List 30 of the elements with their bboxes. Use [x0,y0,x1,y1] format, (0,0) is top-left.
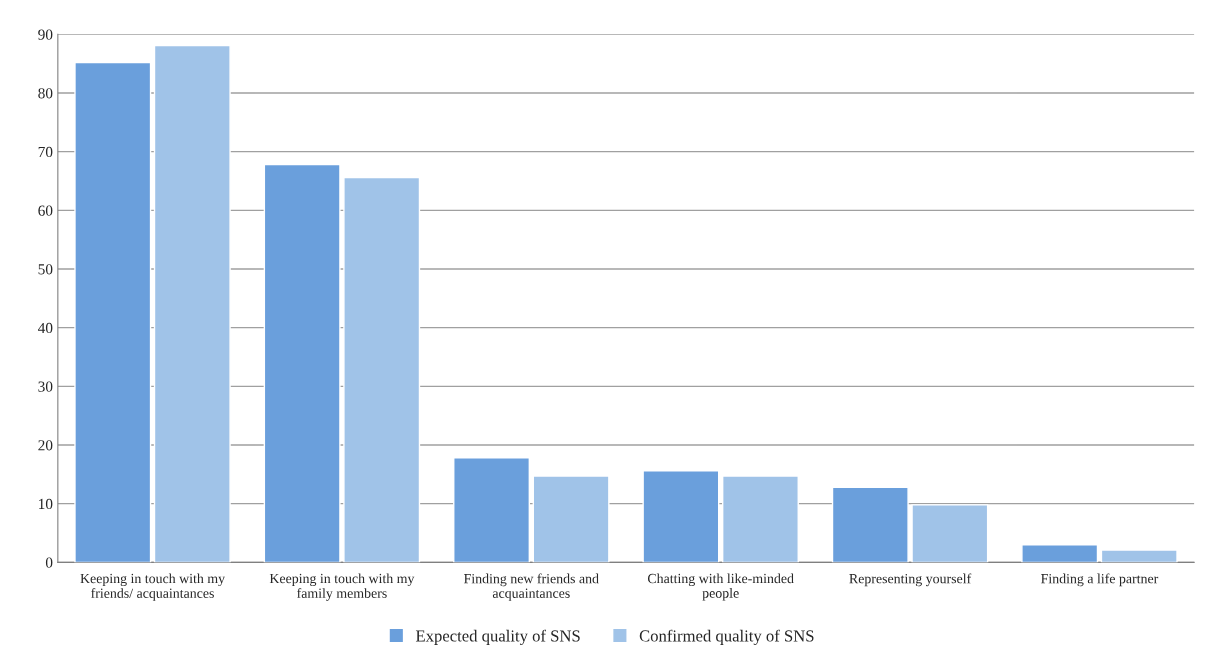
x-tick-label: Chatting with like-minded people [647,573,794,601]
x-tick-label: Keeping in touch with my friends/ acquaintances [80,573,225,601]
bar [343,176,421,563]
y-tick-label: 10 [39,498,53,510]
x-tick-label: Finding new friends and acquaintances [464,573,599,601]
y-tick-label: 90 [38,29,53,40]
bar [153,44,231,563]
y-tick-label: 20 [38,440,53,451]
x-tick-label: Representing yourself [849,573,972,587]
legend-label: Confirmed quality of SNS [639,629,814,645]
y-tick-label: 0 [45,557,53,568]
y-tick-label: 60 [38,205,53,216]
bar [831,486,909,563]
y-tick-label: 50 [38,264,53,275]
bar [532,475,610,563]
bar [453,457,531,563]
x-tick-label: Finding a life partner [1041,573,1159,587]
y-tick-label: 30 [38,381,53,392]
bar [263,163,341,563]
legend-label: Expected quality of SNS [415,629,580,645]
bar [1021,544,1099,563]
bar [74,61,152,563]
bar [642,470,720,563]
y-tick-label: 70 [38,146,53,158]
bar [1100,549,1178,563]
y-tick-label: 40 [38,322,53,334]
bar [721,475,799,563]
x-tick-label: Keeping in touch with my family members [269,573,415,601]
bar [911,504,989,563]
y-tick-label: 80 [38,88,53,99]
